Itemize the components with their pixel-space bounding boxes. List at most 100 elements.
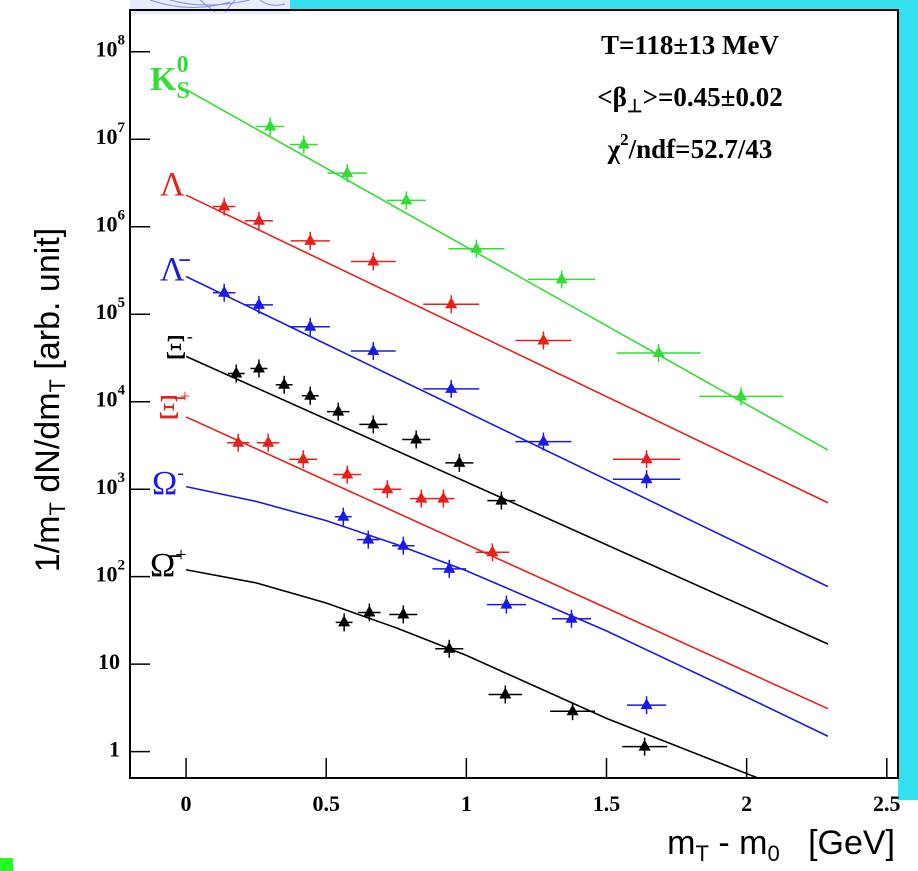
data-point xyxy=(252,213,265,225)
data-point xyxy=(500,597,513,609)
series-label: KS0 xyxy=(150,52,190,104)
frame-top-border xyxy=(290,0,918,11)
data-point xyxy=(367,417,380,429)
data-point xyxy=(367,254,380,266)
data-point xyxy=(218,285,231,297)
x-axis-label-part: - m xyxy=(709,824,768,862)
data-point xyxy=(297,452,310,464)
series-label: Ω- xyxy=(152,462,184,502)
logo-strip xyxy=(130,0,290,14)
plot-area xyxy=(130,50,888,779)
fit-line xyxy=(185,194,829,504)
data-point xyxy=(332,404,345,416)
y-tick-label: 104 xyxy=(96,383,126,412)
annotation-part: /ndf=52.7/43 xyxy=(628,134,773,164)
y-tick-label-base: 10 xyxy=(96,299,118,324)
fit-line xyxy=(185,485,829,737)
x-tick-label: 2 xyxy=(741,791,752,816)
data-point xyxy=(230,366,243,378)
y-tick-label-base: 10 xyxy=(96,37,118,62)
y-tick-label: 102 xyxy=(96,558,126,587)
y-tick-label-exponent: 3 xyxy=(118,471,126,487)
annotation-part: >=0.45±0.02 xyxy=(643,82,783,112)
plot-frame xyxy=(129,9,899,779)
y-tick-label: 10 xyxy=(98,649,120,674)
data-point xyxy=(304,319,317,331)
series-label-sup: + xyxy=(175,544,187,566)
data-point xyxy=(337,509,350,521)
fit-line xyxy=(185,275,829,588)
data-point xyxy=(264,119,277,131)
data-point xyxy=(397,538,410,550)
x-axis-label: mT - m0 [GeV] xyxy=(667,824,895,866)
y-axis-label-part: [arb. unit] xyxy=(29,228,67,379)
y-axis-label: 1/mT dN/dmT [arb. unit] xyxy=(29,228,70,572)
data-point xyxy=(437,491,450,503)
x-tick-label: 1 xyxy=(461,791,472,816)
data-point xyxy=(367,343,380,355)
y-tick-label-base: 10 xyxy=(96,124,118,149)
series-label-name: Λ̄ xyxy=(160,251,191,288)
data-point xyxy=(443,641,456,653)
data-point xyxy=(362,532,375,544)
y-tick-label-base: 10 xyxy=(98,649,120,674)
y-axis-label-sub: T xyxy=(45,379,70,392)
series-label-sup: + xyxy=(180,386,190,406)
y-tick-label-exponent: 7 xyxy=(118,121,126,137)
x-tick-label: 1.5 xyxy=(593,791,621,816)
data-point xyxy=(262,435,275,447)
y-tick-label: 106 xyxy=(96,208,126,237)
y-tick-label-base: 10 xyxy=(96,387,118,412)
series-label-sub: S xyxy=(176,78,189,104)
data-point xyxy=(341,166,354,178)
fit-line xyxy=(185,416,829,710)
series-label-sup: - xyxy=(187,326,193,346)
y-tick-label-exponent: 2 xyxy=(118,558,126,574)
y-tick-label-exponent: 8 xyxy=(118,33,126,49)
data-point xyxy=(252,297,265,309)
corner-marker xyxy=(0,858,13,871)
data-point xyxy=(555,272,568,284)
annotation-part: χ xyxy=(607,134,621,164)
frame-right-border xyxy=(898,0,918,800)
y-tick-label-exponent: 5 xyxy=(118,296,126,312)
series xyxy=(185,194,829,504)
y-axis-label-part: 1/m xyxy=(29,516,67,573)
fit-line xyxy=(185,568,759,779)
series-label-sup: - xyxy=(177,462,184,484)
series xyxy=(185,355,829,645)
data-point xyxy=(486,545,499,557)
y-axis-label-sub: T xyxy=(45,502,70,515)
logo-sketch xyxy=(149,0,286,13)
data-point xyxy=(453,455,466,467)
series xyxy=(185,485,829,737)
series-label-name: Λ xyxy=(160,166,185,203)
data-point xyxy=(565,611,578,623)
x-axis-label-part: [GeV] xyxy=(780,824,895,862)
y-tick-label-base: 10 xyxy=(96,474,118,499)
y-tick-label-base: 10 xyxy=(96,212,118,237)
series-label-name: Ξ xyxy=(165,329,187,366)
x-axis-label-sub: T xyxy=(695,841,708,866)
data-point xyxy=(537,333,550,345)
data-point xyxy=(638,739,651,751)
data-point xyxy=(566,704,579,716)
data-point xyxy=(640,472,653,484)
y-tick-label: 107 xyxy=(96,121,126,150)
data-point xyxy=(397,607,410,619)
annotation-part: <β xyxy=(597,82,627,112)
annotation-sup: 2 xyxy=(620,130,629,149)
data-point xyxy=(415,491,428,503)
series-label: Ξ- xyxy=(165,326,193,366)
y-tick-label-exponent: 6 xyxy=(118,208,126,224)
annotation-sub: ⊥ xyxy=(627,96,643,116)
x-tick-label: 0.5 xyxy=(312,791,340,816)
series xyxy=(185,568,759,779)
x-axis-label-part: m xyxy=(667,824,695,862)
data-point xyxy=(338,615,351,627)
data-point xyxy=(218,199,231,211)
data-point xyxy=(400,193,413,205)
series-label: Λ xyxy=(160,166,185,203)
data-point xyxy=(537,434,550,446)
